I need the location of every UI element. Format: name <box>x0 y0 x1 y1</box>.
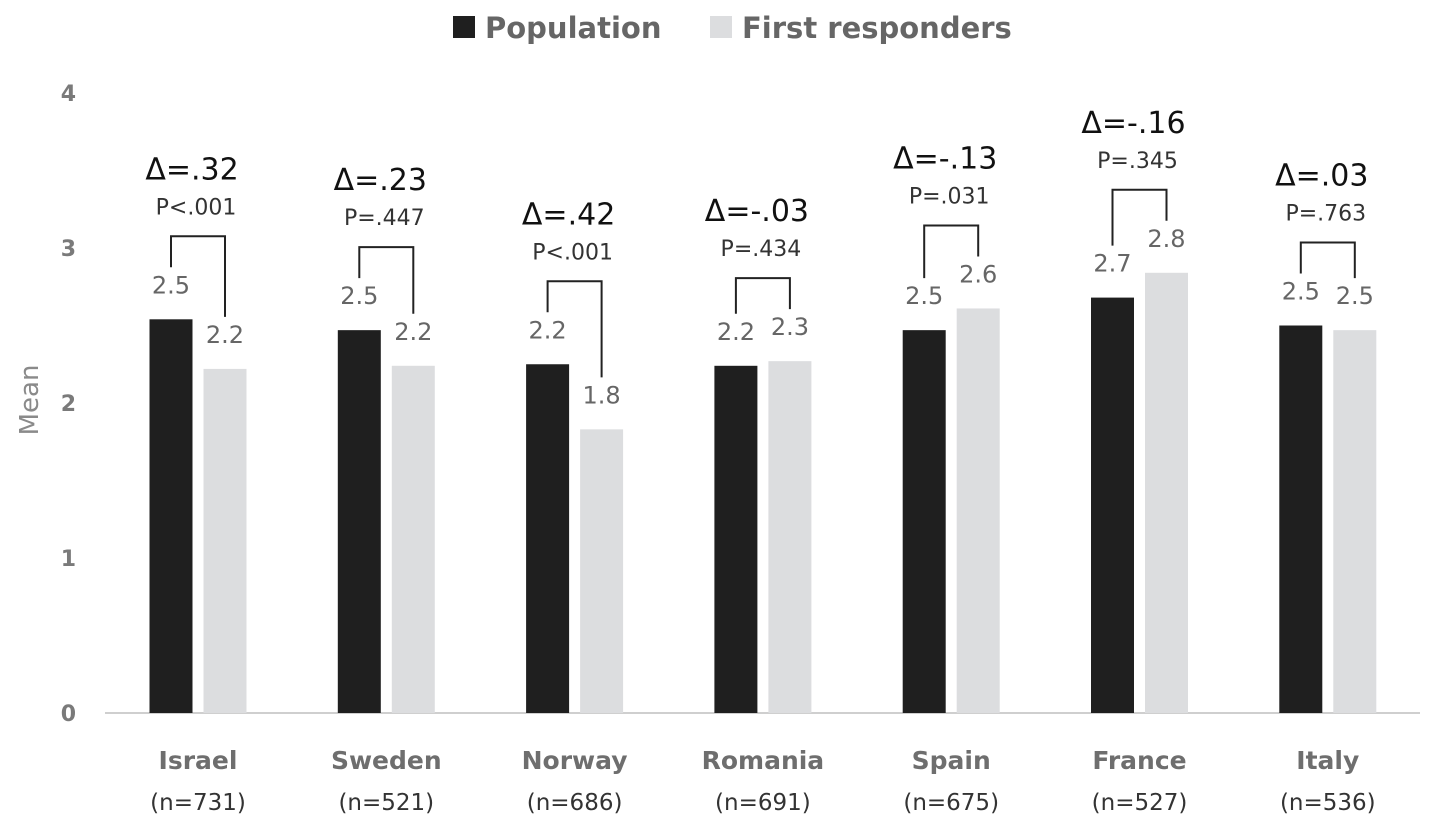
significance-bracket <box>546 280 603 378</box>
bar <box>526 364 570 713</box>
bar <box>1279 325 1323 713</box>
bar <box>149 319 193 713</box>
y-tick-label: 3 <box>61 237 76 262</box>
bar <box>391 365 435 713</box>
delta-label: Δ=-.03 <box>705 194 809 229</box>
data-label: 2.8 <box>1147 225 1185 253</box>
data-label: 2.6 <box>959 260 997 288</box>
bar <box>1145 272 1188 713</box>
delta-label: Δ=.03 <box>1275 159 1368 194</box>
delta-label: Δ=.23 <box>334 163 427 198</box>
delta-label: Δ=.42 <box>522 197 615 232</box>
bar <box>1333 330 1377 713</box>
data-label: 2.5 <box>1282 278 1320 306</box>
data-label: 2.7 <box>1093 250 1131 278</box>
legend-swatch <box>710 16 732 38</box>
legend-swatch <box>453 16 475 38</box>
bar <box>580 429 624 713</box>
bar <box>714 365 758 713</box>
delta-label: Δ=.32 <box>145 152 238 187</box>
x-tick-label: Italy <box>1296 746 1359 775</box>
data-label: 2.3 <box>771 313 809 341</box>
delta-label: Δ=-.13 <box>893 141 997 176</box>
significance-bracket <box>358 246 415 314</box>
x-tick-label: Romania <box>702 746 825 775</box>
significance-bracket <box>170 235 226 317</box>
p-value-label: P=.031 <box>909 184 990 209</box>
x-tick-label: Norway <box>522 746 628 775</box>
significance-bracket <box>1111 188 1168 246</box>
data-label: 2.2 <box>529 316 567 344</box>
x-tick-label: Israel <box>159 746 238 775</box>
x-tick-sample-size: (n=527) <box>1092 790 1188 816</box>
bar <box>768 361 812 713</box>
legend: Population First responders <box>453 11 1012 45</box>
legend-label: Population <box>485 11 661 45</box>
p-value-label: P=.447 <box>344 206 425 231</box>
x-tick-sample-size: (n=521) <box>338 790 434 816</box>
x-axis: Israel (n=731) Sweden (n=521) Norway (n=686) R… <box>150 746 1376 816</box>
data-label: 2.2 <box>717 318 755 346</box>
x-tick-sample-size: (n=731) <box>150 790 246 816</box>
x-tick-label: Spain <box>912 746 991 775</box>
bar <box>902 330 946 713</box>
legend-label: First responders <box>742 11 1012 45</box>
p-value-label: P=.434 <box>721 237 802 262</box>
significance-bracket <box>923 224 980 279</box>
p-value-label: P<.001 <box>532 240 613 265</box>
x-tick-sample-size: (n=686) <box>527 790 623 816</box>
x-tick-label: Sweden <box>331 746 442 775</box>
significance-bracket <box>734 277 791 314</box>
bars: 2.5 2.2 2.5 2.2 2.2 1.8 2.2 2.3 2.5 2.6 2.7 2.8 2.5 2… <box>149 225 1377 713</box>
x-tick-sample-size: (n=675) <box>903 790 999 816</box>
x-tick-label: France <box>1092 746 1186 775</box>
bar <box>337 330 381 713</box>
bar <box>956 308 1000 713</box>
y-tick-label: 0 <box>61 702 76 727</box>
y-tick-label: 4 <box>61 82 76 107</box>
p-value-label: P<.001 <box>156 195 237 220</box>
delta-label: Δ=-.16 <box>1081 106 1185 141</box>
p-value-label: P=.345 <box>1097 149 1178 174</box>
data-label: 2.2 <box>394 318 432 346</box>
y-tick-label: 1 <box>61 547 76 572</box>
x-tick-sample-size: (n=536) <box>1280 790 1376 816</box>
data-label: 2.5 <box>1336 282 1374 310</box>
data-label: 2.5 <box>340 282 378 310</box>
significance-bracket <box>1299 241 1356 279</box>
y-axis: 0 1 2 3 4 <box>61 82 76 727</box>
data-label: 2.2 <box>206 321 244 349</box>
p-value-label: P=.763 <box>1285 202 1366 227</box>
bar <box>1091 297 1134 713</box>
data-label: 2.5 <box>152 271 190 299</box>
y-tick-label: 2 <box>61 392 76 417</box>
x-tick-sample-size: (n=691) <box>715 790 811 816</box>
bar <box>203 368 247 713</box>
y-axis-label: Mean <box>15 365 45 436</box>
annotations: P<.001 Δ=.32 P=.447 Δ=.23 P<.001 Δ=.42 P=.434 Δ… <box>145 106 1368 378</box>
data-label: 1.8 <box>583 381 621 409</box>
data-label: 2.5 <box>905 282 943 310</box>
